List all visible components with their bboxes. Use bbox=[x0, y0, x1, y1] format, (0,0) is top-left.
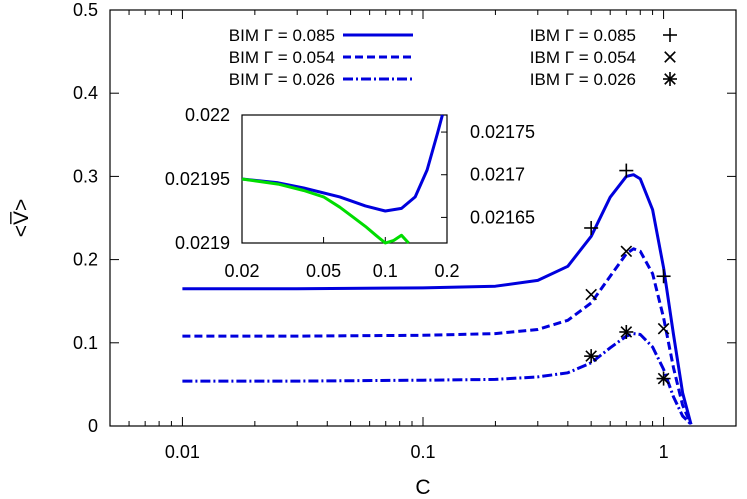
inset-y-tick-label-right: 0.02165 bbox=[470, 207, 535, 227]
ibm-point-3-2 bbox=[656, 269, 671, 284]
ibm-point-4-1 bbox=[620, 245, 633, 258]
ibm-point-5-2-d2 bbox=[657, 372, 670, 385]
ibm-point-4-0-d2 bbox=[585, 288, 597, 301]
ibm-point-5-0-d2 bbox=[585, 350, 597, 362]
ibm-point-5-1 bbox=[619, 324, 634, 339]
bim-line-0 bbox=[182, 173, 693, 425]
legend-marker-1 bbox=[664, 51, 676, 63]
y-tick-label: 0.5 bbox=[73, 0, 98, 20]
ibm-point-4-2-d2 bbox=[657, 322, 670, 335]
x-axis-label: C bbox=[415, 476, 430, 499]
inset-line-0 bbox=[241, 114, 444, 213]
inset-plot-frame bbox=[241, 114, 448, 244]
inset-x-tick-label: 0.05 bbox=[306, 261, 341, 281]
main-ticks: 0.01 0.1 1 0 0.1 0.2 0.3 0.4 0.5 bbox=[73, 0, 736, 462]
inset-y-tick-label-left: 0.022 bbox=[185, 105, 230, 125]
ibm-point-5-0 bbox=[584, 349, 599, 364]
inset-y-tick-label-right: 0.02175 bbox=[470, 122, 535, 142]
y-tick-label: 0.2 bbox=[73, 250, 98, 270]
legend-marker-2-d2 bbox=[664, 73, 676, 85]
legend-label-ibm-0085: IBM Γ = 0.085 bbox=[530, 26, 636, 45]
legend-markers bbox=[663, 28, 677, 86]
legend-label-bim-0026: BIM Γ = 0.026 bbox=[229, 70, 335, 89]
inset-plot: 0.02 0.05 0.1 0.2 0.0219 0.02195 0.022 0.02165 0… bbox=[165, 105, 535, 281]
ibm-point-4-0 bbox=[585, 288, 597, 301]
legend-marker-0 bbox=[663, 28, 677, 42]
inset-ticks: 0.02 0.05 0.1 0.2 0.0219 0.02195 0.022 0.02165 0… bbox=[165, 105, 535, 281]
ibm-point-5-2 bbox=[656, 371, 671, 386]
inset-y-tick-label-right: 0.0217 bbox=[470, 165, 525, 185]
legend-label-bim-0054: BIM Γ = 0.054 bbox=[229, 48, 335, 67]
inset-y-tick-label-left: 0.02195 bbox=[165, 169, 230, 189]
inset-x-tick-label: 0.1 bbox=[373, 261, 398, 281]
inset-series bbox=[241, 114, 444, 245]
legend-marker-2 bbox=[663, 72, 677, 86]
legend-label-ibm-0026: IBM Γ = 0.026 bbox=[530, 70, 636, 89]
legend-marker-1-d2 bbox=[664, 51, 676, 63]
x-tick-label: 0.1 bbox=[410, 442, 435, 462]
legend-label-ibm-0054: IBM Γ = 0.054 bbox=[530, 48, 636, 67]
ibm-point-4-1-d2 bbox=[620, 245, 633, 258]
y-axis-label: <V̅> bbox=[10, 199, 33, 238]
main-plot: 0.01 0.1 1 0 0.1 0.2 0.3 0.4 0.5 C <V̅> bbox=[10, 0, 737, 499]
inset-y-tick-label-left: 0.0219 bbox=[175, 233, 230, 253]
x-tick-label: 1 bbox=[659, 442, 669, 462]
y-tick-label: 0.1 bbox=[73, 333, 98, 353]
inset-x-tick-label: 0.2 bbox=[434, 261, 459, 281]
ibm-point-5-1-d2 bbox=[620, 326, 633, 338]
legend-label-bim-0085: BIM Γ = 0.085 bbox=[229, 26, 335, 45]
y-tick-label: 0.4 bbox=[73, 83, 98, 103]
x-tick-label: 0.01 bbox=[165, 442, 200, 462]
y-tick-label: 0.3 bbox=[73, 166, 98, 186]
inset-line-1 bbox=[241, 177, 410, 245]
main-series bbox=[182, 163, 693, 426]
legend: BIM Γ = 0.085 BIM Γ = 0.054 BIM Γ = 0.02… bbox=[229, 26, 677, 89]
inset-x-tick-label: 0.02 bbox=[224, 261, 259, 281]
ibm-point-4-2 bbox=[657, 322, 670, 335]
ibm-point-3-0 bbox=[584, 220, 599, 235]
y-tick-label: 0 bbox=[88, 416, 98, 436]
bim-line-1 bbox=[182, 247, 693, 425]
ibm-point-3-1 bbox=[619, 163, 634, 178]
